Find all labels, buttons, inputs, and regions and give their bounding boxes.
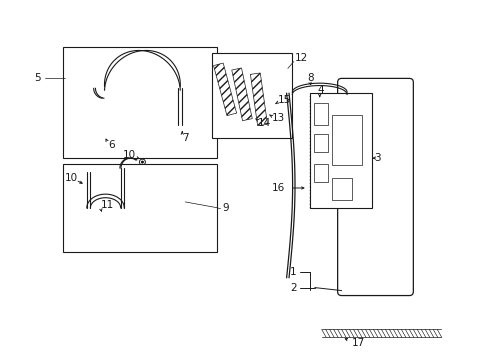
Text: 5: 5	[34, 73, 41, 83]
Bar	[331, 115, 361, 165]
Bar	[313, 134, 327, 152]
Text: 4: 4	[317, 85, 324, 95]
Text: 15: 15	[277, 95, 290, 105]
Bar	[313, 164, 327, 182]
Text: 14: 14	[258, 118, 271, 128]
Circle shape	[104, 139, 106, 141]
Text: 8: 8	[306, 73, 313, 84]
Text: 2: 2	[289, 283, 296, 293]
Text: 1: 1	[289, 267, 296, 276]
Circle shape	[102, 217, 103, 219]
Circle shape	[141, 161, 143, 163]
Text: 11: 11	[101, 200, 114, 210]
Circle shape	[258, 108, 259, 109]
Text: 7: 7	[182, 133, 188, 143]
Text: 12: 12	[294, 54, 307, 63]
Circle shape	[264, 116, 265, 117]
Bar	[231, 68, 252, 121]
Bar	[62, 164, 217, 252]
Circle shape	[84, 187, 86, 189]
Text: 10: 10	[64, 173, 78, 183]
Circle shape	[269, 103, 271, 105]
Text: 3: 3	[374, 153, 380, 163]
Text: 16: 16	[271, 183, 285, 193]
Text: 10: 10	[122, 150, 135, 160]
Circle shape	[179, 129, 181, 131]
Text: 13: 13	[271, 113, 285, 123]
Bar	[212, 54, 291, 138]
Bar	[331, 178, 351, 200]
Text: 9: 9	[222, 203, 228, 213]
Bar	[313, 103, 327, 125]
Bar	[250, 73, 267, 126]
Text: 6: 6	[108, 140, 115, 150]
FancyBboxPatch shape	[337, 78, 412, 296]
Bar	[213, 63, 236, 116]
Text: 17: 17	[351, 338, 364, 348]
Bar	[309, 93, 371, 208]
Bar	[62, 46, 217, 158]
